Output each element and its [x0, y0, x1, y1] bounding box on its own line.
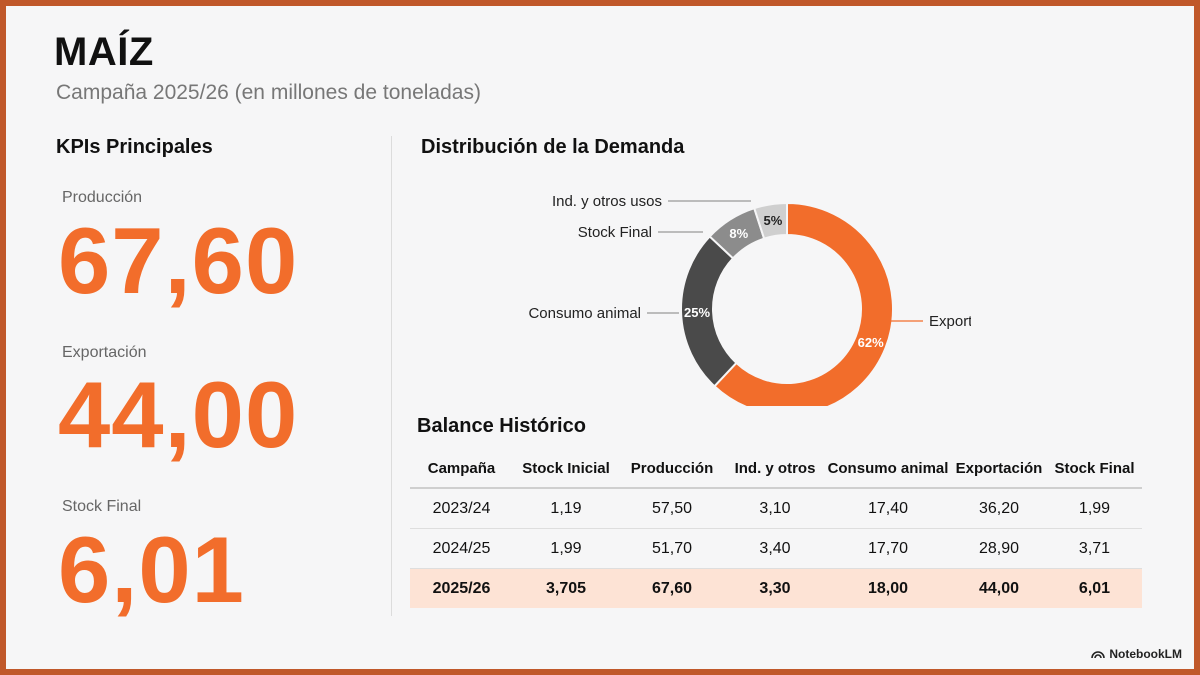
table-cell: 67,60 [619, 568, 725, 608]
slice-legend-label-3: Ind. y otros usos [552, 193, 662, 210]
slice-legend-label-1: Consumo animal [528, 305, 641, 322]
notebooklm-badge: NotebookLM [1091, 647, 1182, 661]
table-cell: 1,19 [513, 488, 619, 529]
brand-label: NotebookLM [1109, 647, 1182, 661]
page-subtitle: Campaña 2025/26 (en millones de tonelada… [56, 81, 481, 104]
kpi-label-stock-final: Stock Final [62, 498, 142, 515]
table-cell: 17,40 [825, 488, 951, 529]
column-header: Consumo animal [825, 450, 951, 489]
donut-percent-label-0: 62% [858, 335, 884, 350]
donut-percent-label-3: 5% [764, 213, 783, 228]
table-cell: 51,70 [619, 528, 725, 569]
demand-donut-chart: 62% Exportación 25% Consumo animal 8% Stock F… [528, 193, 971, 406]
page-title: MAÍZ [54, 30, 154, 74]
table-cell: 2024/25 [410, 528, 513, 569]
donut-percent-label-2: 8% [729, 226, 748, 241]
donut-slice-3 [752, 201, 788, 240]
table-title: Balance Histórico [417, 415, 586, 437]
donut-percent-label-1: 25% [684, 305, 710, 320]
table-cell: 57,50 [619, 488, 725, 529]
kpi-value-exportacion: 44,00 [58, 362, 299, 467]
kpi-value-stock-final: 6,01 [58, 517, 245, 622]
table-cell: 1,99 [513, 528, 619, 569]
slice-legend-label-2: Stock Final [578, 224, 652, 241]
column-header: Stock Inicial [513, 450, 619, 489]
table-cell: 3,40 [725, 528, 825, 569]
column-header: Campaña [410, 450, 513, 489]
kpi-value-produccion: 67,60 [58, 208, 299, 313]
table-header-row: Campaña Stock Inicial Producción Ind. y … [410, 450, 1142, 489]
column-header: Exportación [951, 450, 1047, 489]
table-row: 2023/24 1,19 57,50 3,10 17,40 36,20 1,99 [410, 488, 1142, 529]
donut-slice-0 [713, 201, 894, 406]
table-cell: 1,99 [1047, 488, 1142, 529]
table-cell: 3,705 [513, 568, 619, 608]
table-row: 2024/25 1,99 51,70 3,40 17,70 28,90 3,71 [410, 528, 1142, 569]
table-cell: 28,90 [951, 528, 1047, 569]
kpi-heading: KPIs Principales [56, 136, 213, 158]
table-cell: 3,10 [725, 488, 825, 529]
table-cell: 44,00 [951, 568, 1047, 608]
kpi-label-exportacion: Exportación [62, 344, 147, 361]
table-cell: 6,01 [1047, 568, 1142, 608]
balance-table: Campaña Stock Inicial Producción Ind. y … [410, 450, 1142, 608]
dashboard-frame: MAÍZ Campaña 2025/26 (en millones de ton… [6, 6, 1194, 669]
table-row-highlighted: 2025/26 3,705 67,60 3,30 18,00 44,00 6,0… [410, 568, 1142, 608]
kpi-label-produccion: Producción [62, 189, 143, 206]
section-divider [391, 136, 392, 616]
table-cell: 17,70 [825, 528, 951, 569]
table-cell: 18,00 [825, 568, 951, 608]
donut-chart-title: Distribución de la Demanda [421, 136, 685, 158]
table-cell: 2025/26 [410, 568, 513, 608]
column-header: Producción [619, 450, 725, 489]
column-header: Stock Final [1047, 450, 1142, 489]
notebooklm-logo-icon [1091, 651, 1106, 659]
table-cell: 3,30 [725, 568, 825, 608]
table-cell: 3,71 [1047, 528, 1142, 569]
column-header: Ind. y otros [725, 450, 825, 489]
slice-legend-label-0: Exportación [929, 313, 971, 330]
table-cell: 36,20 [951, 488, 1047, 529]
table-cell: 2023/24 [410, 488, 513, 529]
